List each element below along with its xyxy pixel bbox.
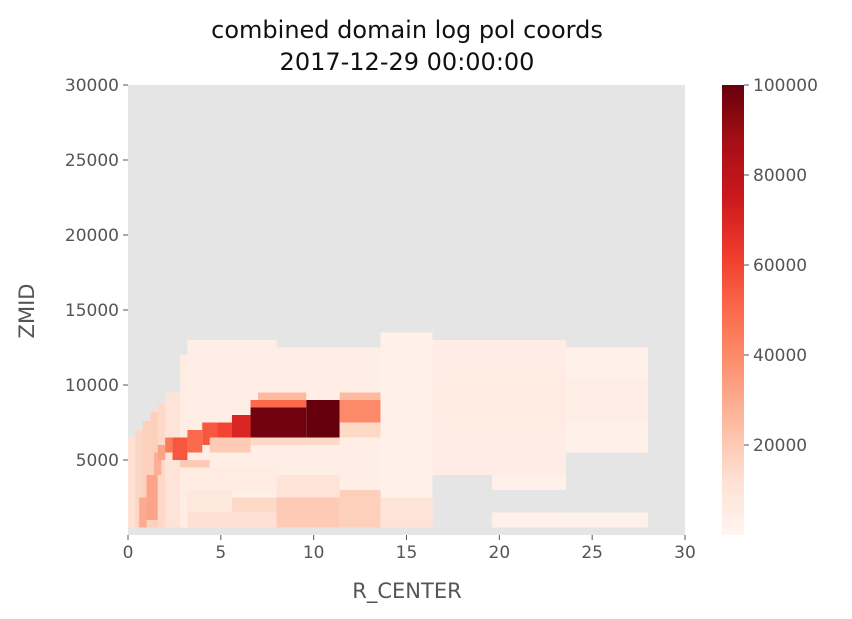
x-tick-label: 20 — [489, 543, 511, 563]
y-tick-label: 15000 — [65, 301, 119, 321]
y-axis-label: ZMID — [15, 284, 39, 339]
heatmap-cell — [250, 437, 340, 445]
heatmap-cell — [187, 467, 277, 490]
heatmap-cell — [172, 437, 188, 460]
colorbar-gradient — [722, 85, 744, 535]
chart-title-line-1: combined domain log pol coords — [211, 16, 603, 44]
heatmap-cell — [566, 512, 648, 520]
heatmap-cell — [231, 415, 251, 438]
colorbar-tick-label: 20000 — [753, 436, 807, 456]
x-tick-label: 10 — [303, 543, 325, 563]
x-tick-label: 15 — [396, 543, 418, 563]
y-tick-label: 10000 — [65, 376, 119, 396]
x-axis: 0 5 10 15 20 25 30 — [123, 535, 696, 563]
heatmap-cell — [491, 512, 567, 528]
heatmap-cell — [187, 430, 203, 453]
heatmap-cell — [380, 497, 433, 528]
heatmap-cell — [146, 475, 158, 520]
colorbar-tick-label: 60000 — [753, 256, 807, 276]
colorbar-tick-label: 100000 — [753, 76, 818, 96]
heatmap-cell — [217, 422, 232, 438]
masked-region — [432, 475, 492, 535]
heatmap-cell — [139, 497, 147, 528]
heatmap-cell — [165, 437, 173, 453]
heatmap-cell — [306, 400, 340, 438]
x-tick-label: 30 — [674, 543, 696, 563]
heatmap-cell — [339, 400, 381, 423]
heatmap-cell — [276, 475, 340, 498]
heatmap-cell — [187, 490, 232, 513]
heatmap-cell — [250, 400, 307, 408]
heatmap-cell — [179, 460, 210, 468]
x-tick-label: 25 — [581, 543, 603, 563]
heatmap-cell — [276, 497, 340, 528]
heatmap-cell — [257, 392, 307, 400]
heatmap-cell — [142, 421, 151, 528]
colorbar-tick-label: 40000 — [753, 346, 807, 366]
heatmap-cell — [491, 475, 567, 490]
heatmap-cell — [250, 407, 307, 438]
y-tick-label: 25000 — [65, 151, 119, 171]
heatmap-cell — [339, 392, 381, 400]
plot-area — [128, 85, 685, 535]
colorbar: 20000 40000 60000 80000 100000 — [722, 76, 818, 535]
heatmap-cell — [157, 445, 166, 460]
y-tick-label: 20000 — [65, 226, 119, 246]
heatmap-cell — [380, 332, 433, 528]
y-tick-label: 30000 — [65, 76, 119, 96]
heatmap-cell — [209, 437, 251, 453]
heatmap-cell — [187, 512, 277, 528]
heatmap-cell — [566, 377, 648, 423]
x-tick-label: 5 — [215, 543, 226, 563]
heatmap-cell — [231, 497, 277, 513]
heatmap-cell — [339, 422, 381, 438]
heatmap-cell — [339, 490, 381, 528]
x-axis-label: R_CENTER — [352, 579, 461, 604]
masked-region — [566, 452, 648, 513]
colorbar-tick-label: 80000 — [753, 166, 807, 186]
heatmap-cell — [128, 437, 136, 528]
heatmap-cell — [153, 452, 162, 475]
heatmap-cell — [432, 377, 567, 423]
masked-region — [491, 497, 567, 513]
y-axis: 5000 10000 15000 20000 25000 30000 — [65, 76, 128, 471]
y-tick-label: 5000 — [76, 451, 119, 471]
x-tick-label: 0 — [123, 543, 134, 563]
heatmap-cell — [135, 430, 143, 528]
heatmap-cell — [566, 520, 648, 528]
chart-title-line-2: 2017-12-29 00:00:00 — [280, 48, 535, 76]
